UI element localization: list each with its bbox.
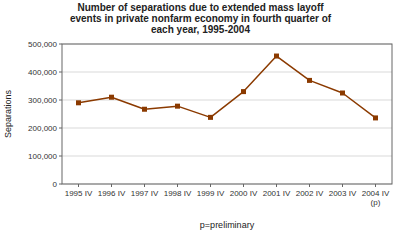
x-tick (210, 184, 211, 187)
x-tick (177, 184, 178, 187)
x-tick-label: 1998 IV (164, 189, 192, 198)
y-tick-label: 0 (53, 180, 58, 189)
x-tick (243, 184, 244, 187)
y-axis-label: Separations (3, 89, 13, 138)
grid-line (62, 156, 392, 157)
x-tick-label: 2003 IV (329, 189, 357, 198)
chart: Number of separations due to extended ma… (0, 0, 401, 238)
x-tick-label: 2000 IV (230, 189, 258, 198)
x-tick-label: 1999 IV (197, 189, 225, 198)
x-tick-label: 1997 IV (131, 189, 159, 198)
x-tick (78, 184, 79, 187)
marker (109, 95, 114, 100)
grid-line (62, 72, 392, 73)
x-tick (111, 184, 112, 187)
marker (373, 115, 378, 120)
chart-container: Number of separations due to extended ma… (0, 0, 401, 238)
x-tick (309, 184, 310, 187)
marker (142, 107, 147, 112)
y-tick-label: 300,000 (28, 96, 57, 105)
plot-area (76, 54, 378, 121)
y-tick-label: 500,000 (28, 40, 57, 49)
marker (307, 78, 312, 83)
x-axis-label: p=preliminary (200, 220, 255, 230)
marker (76, 100, 81, 105)
x-tick-label: 2004 IV(p) (362, 189, 390, 207)
plot-frame (62, 44, 392, 184)
x-tick (342, 184, 343, 187)
marker (208, 115, 213, 120)
title: Number of separations due to extended ma… (70, 2, 332, 35)
x-tick (144, 184, 145, 187)
x-tick-label: 1996 IV (98, 189, 126, 198)
x-tick (375, 184, 376, 187)
grid-line (62, 128, 392, 129)
marker (340, 91, 345, 96)
y-tick-label: 100,000 (28, 152, 57, 161)
x-tick-label: 1995 IV (65, 189, 93, 198)
marker (175, 104, 180, 109)
y-tick-label: 400,000 (28, 68, 57, 77)
line (79, 56, 376, 118)
marker (274, 54, 279, 59)
x-tick-label: 2002 IV (296, 189, 324, 198)
x-tick (276, 184, 277, 187)
x-tick-label: 2001 IV (263, 189, 291, 198)
y-tick-label: 200,000 (28, 124, 57, 133)
marker (241, 89, 246, 94)
